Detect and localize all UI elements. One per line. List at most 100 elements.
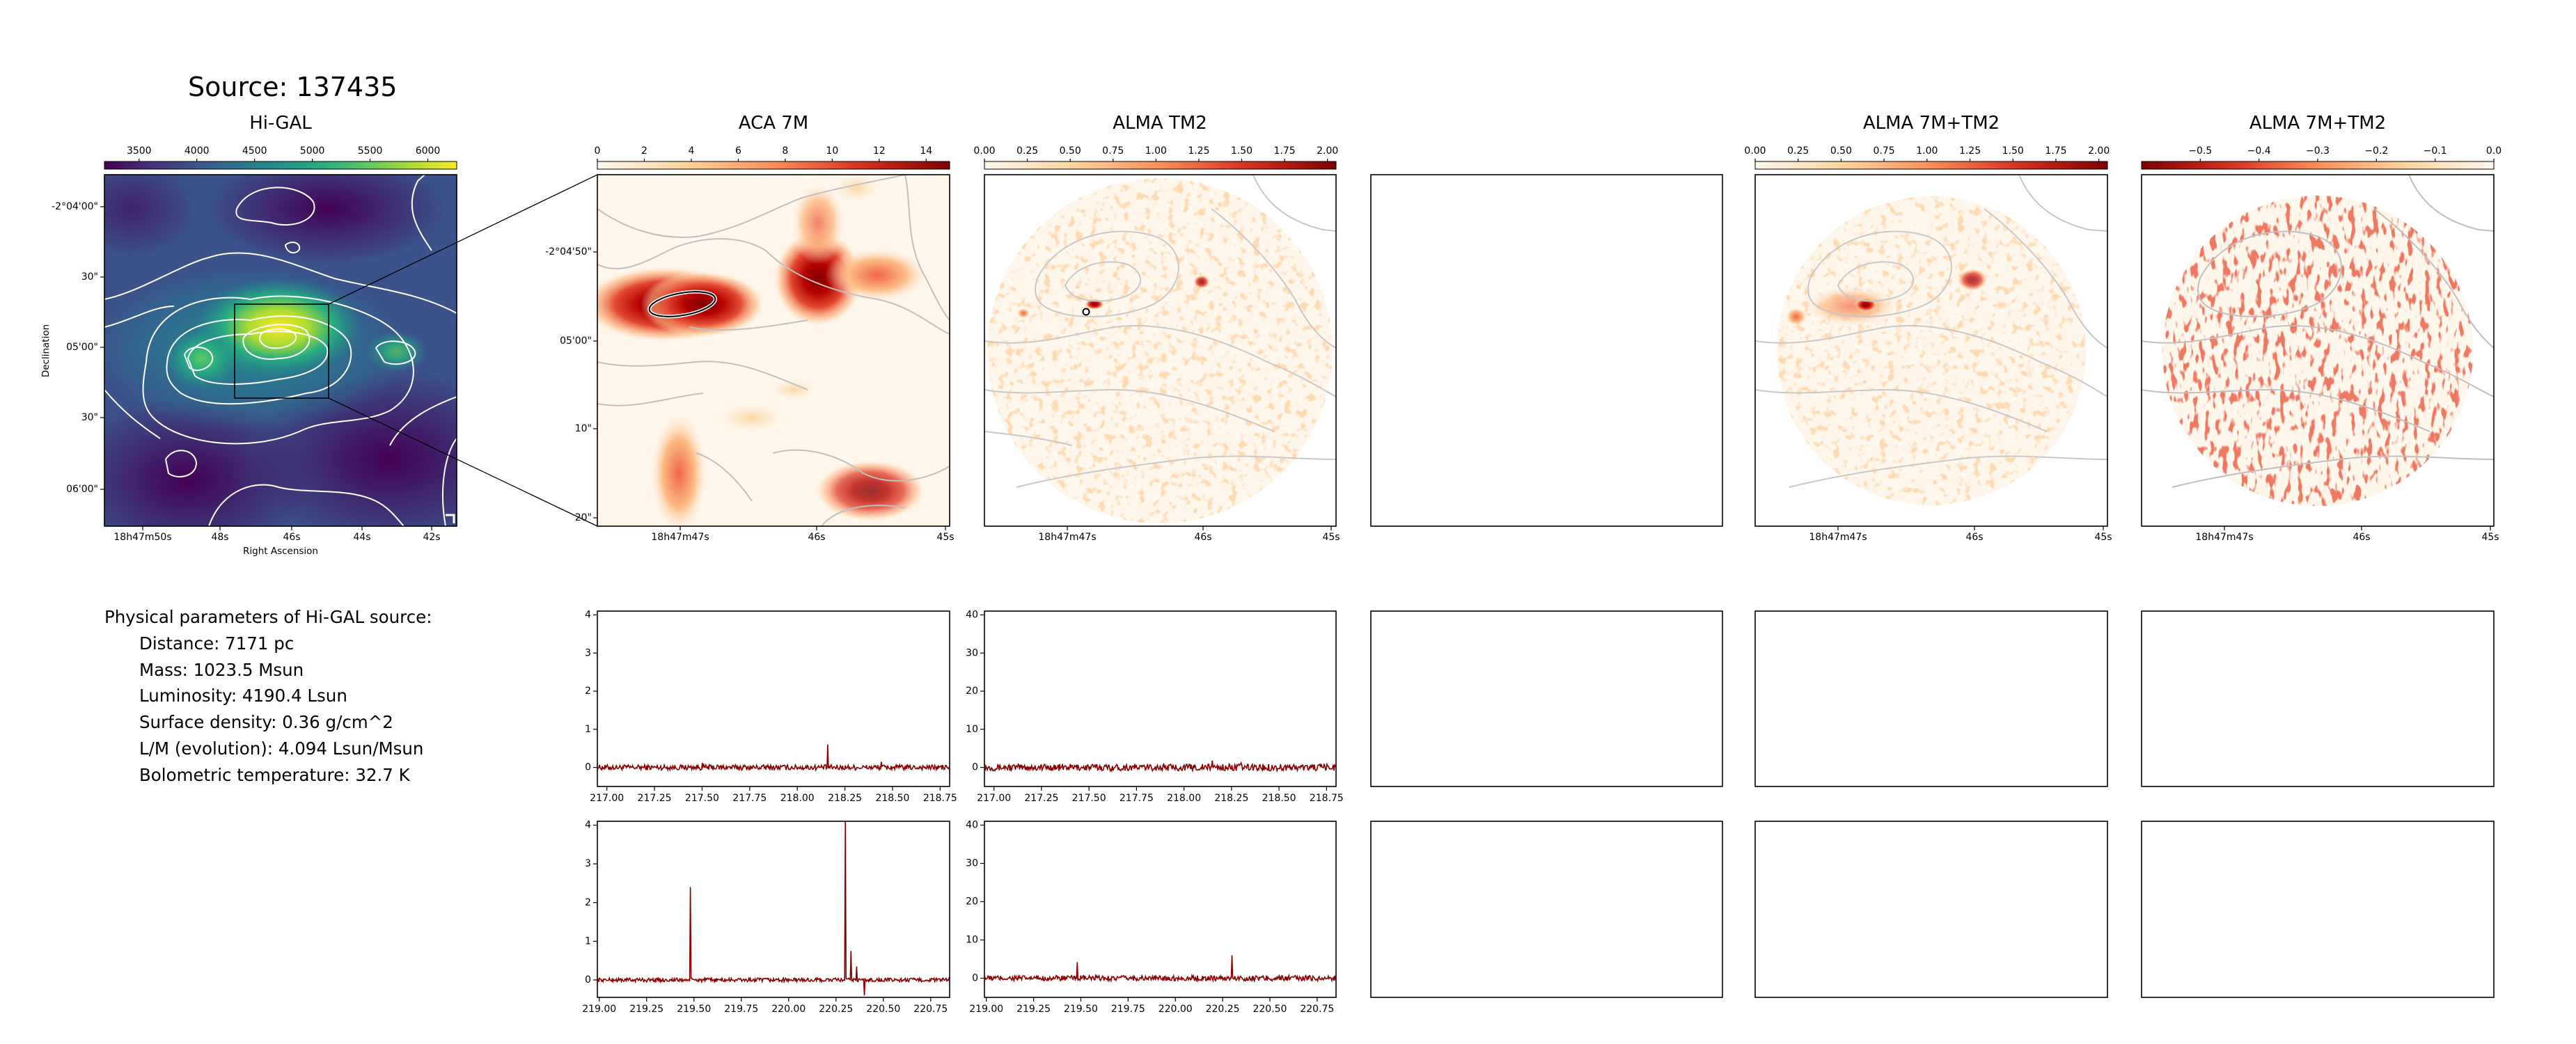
spectrum-frame bbox=[597, 821, 950, 998]
corner-mark bbox=[446, 514, 455, 523]
spectrum-line-tm2-upper bbox=[984, 760, 1337, 773]
colorbar-tick-label: 0 bbox=[595, 145, 601, 157]
spectrum-y-tick-label: 10 bbox=[966, 724, 978, 735]
colorbar-tick-label: 14 bbox=[920, 145, 932, 157]
image-x-tick-label: 18h47m47s bbox=[651, 532, 709, 543]
zoom-connector-bottom bbox=[328, 397, 598, 527]
spectrum-y-tick-label: 20 bbox=[966, 686, 978, 697]
image-x-tick-label: 18h47m47s bbox=[2195, 532, 2253, 543]
spectrum-x-tick-label: 220.00 bbox=[1159, 1004, 1193, 1015]
spectrum-x-tick-label: 218.50 bbox=[875, 793, 909, 804]
residual-title: ALMA 7M+TM2 bbox=[2249, 113, 2386, 134]
colorbar-tick-label: 1.75 bbox=[2045, 145, 2066, 157]
aca7m-panel: ACA 7M bbox=[597, 113, 950, 527]
spectrum-y-tick-label: 0 bbox=[972, 762, 978, 773]
spectrum-x-tick-label: 217.75 bbox=[1120, 793, 1154, 804]
image-x-tick-label: 48s bbox=[211, 532, 228, 543]
spectrum-x-tick-label: 218.00 bbox=[780, 793, 815, 804]
image-y-tick-label: -2°04'50" bbox=[545, 246, 592, 258]
spectrum-frame bbox=[984, 610, 1337, 787]
colorbar-tick-label: 6000 bbox=[416, 145, 441, 157]
colorbar-tick-label: −0.5 bbox=[2188, 145, 2212, 157]
colorbar-tick-label: 0.50 bbox=[1060, 145, 1081, 157]
image-y-tick-label: 30" bbox=[81, 412, 98, 423]
spectrum-y-tick-label: 0 bbox=[585, 974, 591, 986]
spectrum-y-tick-label: 1 bbox=[585, 724, 591, 735]
spectrum-y-tick-label: 2 bbox=[585, 686, 591, 697]
spectrum-x-tick-label: 219.75 bbox=[724, 1004, 758, 1015]
spectrum-y-tick-label: 30 bbox=[966, 647, 978, 658]
residual-map bbox=[2142, 175, 2494, 526]
tick-labels: 3500 4000 4500 5000 5500 6000 0 2 4 6 8 10 12 14 0.00 0… bbox=[52, 145, 2502, 1015]
empty-spectrum-panel-residual-upper bbox=[2141, 610, 2495, 787]
tm2-panel: ALMA TM2 bbox=[984, 113, 1337, 527]
spectrum-line-aca-upper bbox=[597, 744, 950, 773]
higal-zoom-box bbox=[234, 303, 329, 399]
spectrum-x-tick-label: 219.50 bbox=[1064, 1004, 1098, 1015]
spectrum-y-tick-label: 4 bbox=[585, 820, 591, 831]
spectrum-x-tick-label: 217.50 bbox=[1072, 793, 1106, 804]
image-x-tick-label: 45s bbox=[2094, 532, 2112, 543]
spectrum-x-tick-label: 217.00 bbox=[590, 793, 624, 804]
colorbar-tick-label: 0.25 bbox=[1016, 145, 1038, 157]
empty-spectrum-panel-residual-lower bbox=[2141, 821, 2495, 998]
spectrum-frame bbox=[984, 821, 1337, 998]
spectrum-aca-upper bbox=[597, 610, 950, 787]
spectrum-x-tick-label: 220.25 bbox=[819, 1004, 853, 1015]
zoom-connector-top bbox=[328, 174, 598, 305]
image-y-tick-label: 30" bbox=[81, 271, 98, 283]
spectrum-x-tick-label: 217.25 bbox=[1024, 793, 1058, 804]
spectrum-x-tick-label: 219.50 bbox=[677, 1004, 711, 1015]
higal-title: Hi-GAL bbox=[249, 113, 312, 134]
spectrum-x-tick-label: 218.00 bbox=[1167, 793, 1201, 804]
image-y-tick-label: -2°04'00" bbox=[52, 201, 98, 212]
spectrum-y-tick-label: 20 bbox=[966, 896, 978, 908]
colorbar-tick-label: 1.50 bbox=[2002, 145, 2024, 157]
spectrum-x-tick-label: 219.25 bbox=[1016, 1004, 1051, 1015]
params-heading: Physical parameters of Hi-GAL source: bbox=[104, 607, 432, 627]
spectrum-tm2-upper bbox=[984, 610, 1337, 787]
colorbar-tick-label: 10 bbox=[826, 145, 838, 157]
tm2-source-marker bbox=[1082, 308, 1090, 316]
empty-spectrum-panel-combined-lower bbox=[1754, 821, 2108, 998]
param-surface-density: Surface density: 0.36 g/cm^2 bbox=[139, 712, 393, 733]
spectrum-tm2-lower bbox=[984, 821, 1337, 998]
image-x-tick-label: 44s bbox=[353, 532, 370, 543]
colorbar-tick-label: 0.50 bbox=[1830, 145, 1852, 157]
image-x-tick-label: 46s bbox=[808, 532, 825, 543]
source-title: Source: 137435 bbox=[188, 72, 398, 102]
colorbar-tick-label: 2 bbox=[641, 145, 647, 157]
colorbar-tick-label: 0.75 bbox=[1874, 145, 1895, 157]
spectrum-x-tick-label: 220.00 bbox=[771, 1004, 806, 1015]
colorbar-tick-label: 5500 bbox=[358, 145, 383, 157]
spectrum-x-tick-label: 218.25 bbox=[1214, 793, 1248, 804]
spectrum-frame bbox=[597, 610, 950, 787]
spectrum-y-tick-label: 10 bbox=[966, 935, 978, 946]
colorbar-tick-label: 3500 bbox=[127, 145, 152, 157]
param-lm-ratio: L/M (evolution): 4.094 Lsun/Msun bbox=[139, 738, 424, 759]
higal-colorbar bbox=[104, 161, 457, 170]
spectrum-line-tm2-lower bbox=[984, 955, 1337, 983]
image-x-tick-label: 18h47m47s bbox=[1038, 532, 1096, 543]
higal-map bbox=[104, 175, 457, 526]
spectrum-aca-lower bbox=[597, 821, 950, 998]
colorbar-tick-label: 0.25 bbox=[1787, 145, 1809, 157]
colorbar-tick-label: 4000 bbox=[184, 145, 210, 157]
image-y-tick-label: 10" bbox=[575, 423, 592, 434]
colorbar-tick-label: 0.00 bbox=[1744, 145, 1766, 157]
spectrum-x-tick-label: 219.75 bbox=[1111, 1004, 1145, 1015]
tm2-title: ALMA TM2 bbox=[1113, 113, 1207, 134]
colorbar-tick-label: −0.2 bbox=[2364, 145, 2388, 157]
higal-ylabel: Declination bbox=[40, 324, 52, 377]
combined-colorbar bbox=[1754, 161, 2108, 170]
image-x-tick-label: 42s bbox=[423, 532, 440, 543]
image-y-tick-label: 20" bbox=[575, 512, 592, 523]
image-x-tick-label: 46s bbox=[2353, 532, 2370, 543]
spectrum-x-tick-label: 218.50 bbox=[1262, 793, 1296, 804]
higal-panel: Hi-GAL Right Ascension Declination bbox=[40, 113, 598, 557]
spectrum-x-tick-label: 218.25 bbox=[828, 793, 862, 804]
spectrum-y-tick-label: 3 bbox=[585, 858, 591, 869]
image-x-tick-label: 46s bbox=[1965, 532, 1983, 543]
colorbar-tick-label: 12 bbox=[873, 145, 886, 157]
spectrum-y-tick-label: 4 bbox=[585, 609, 591, 620]
